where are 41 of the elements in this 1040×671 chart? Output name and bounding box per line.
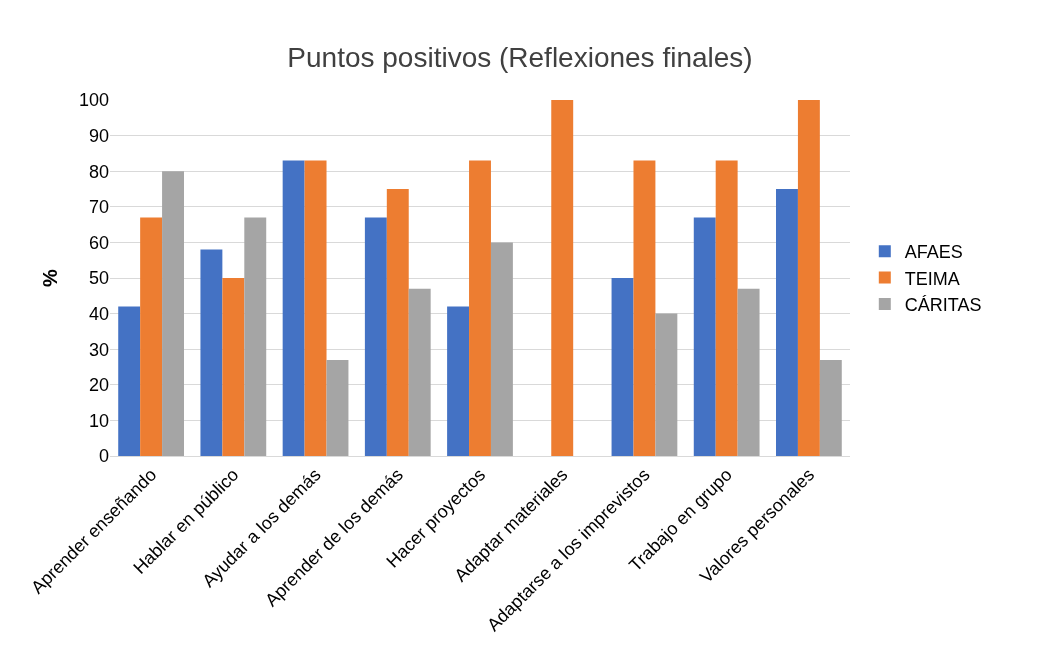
bar [140,217,163,456]
y-tick-label: 90 [88,125,109,146]
bar [693,217,716,456]
legend-label: AFAES [904,242,963,263]
legend-label: CÁRITAS [904,295,982,316]
y-tick-label: 40 [88,303,109,324]
bar [326,359,349,456]
bar [633,160,656,456]
bar [304,160,327,456]
bar [408,288,431,456]
y-tick-label: 30 [88,339,109,360]
bar [819,359,842,456]
bar [447,306,470,456]
bar [364,217,387,456]
bar [282,160,305,456]
bar [655,313,678,456]
y-tick-label: 60 [88,232,109,253]
bar [715,160,738,456]
bar [469,160,491,456]
y-tick-label: 10 [88,410,109,431]
y-tick-label: 0 [98,446,109,467]
bar [611,278,634,456]
y-tick-label: 50 [88,268,109,289]
bar [797,100,820,456]
y-tick-label: 70 [88,197,109,218]
bar [776,189,798,456]
bar [490,242,513,456]
bar [551,100,574,456]
bar [222,278,245,456]
y-tick-label: 100 [78,90,109,111]
y-tick-label: 80 [88,161,109,182]
bar [386,189,409,456]
legend-label: TEIMA [904,268,960,289]
bar [244,217,267,456]
bar [737,288,760,456]
bar [162,171,184,456]
y-axis-title: % [39,268,62,287]
y-tick-label: 20 [88,375,109,396]
bar [200,249,223,456]
chart-title: Puntos positivos (Reflexiones finales) [287,41,753,73]
bar [118,306,141,456]
